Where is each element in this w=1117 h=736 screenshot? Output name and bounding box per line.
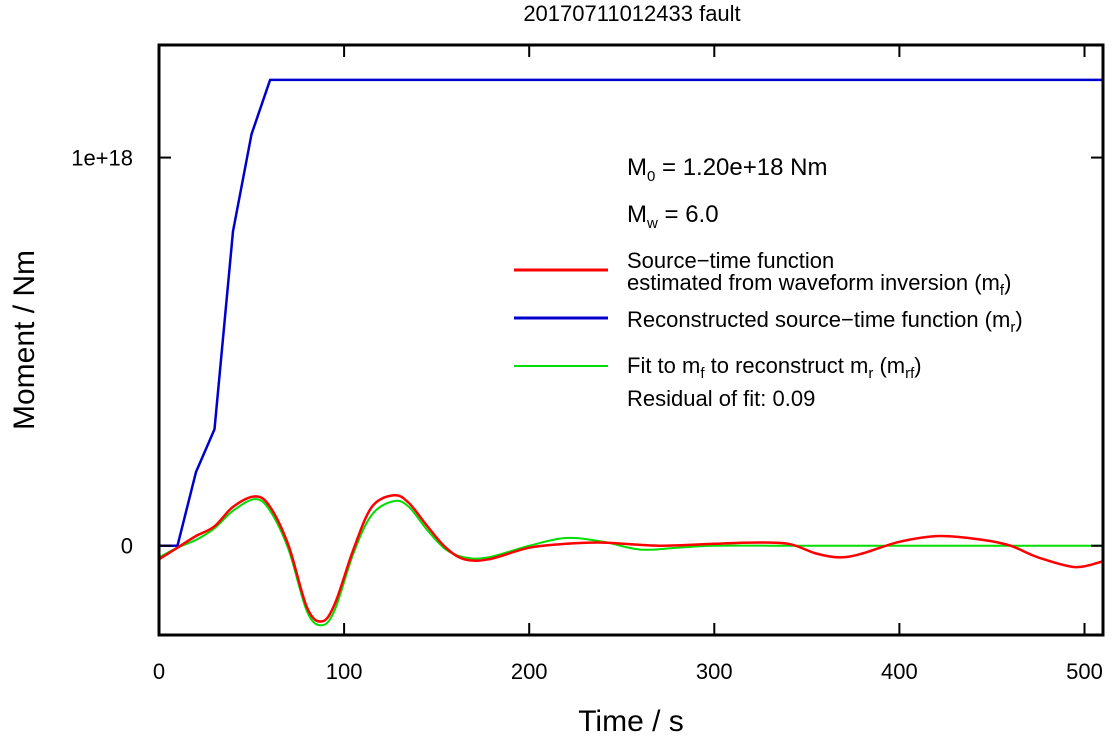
m0-subscript: 0 (647, 168, 655, 185)
mw-value: = 6.0 (658, 201, 719, 228)
legend-label-mr: Reconstructed source−time function (mr) (627, 307, 1023, 336)
legend-label-mf-line1: Source−time function (627, 248, 834, 273)
mw-annotation: Mw = 6.0 (627, 201, 719, 232)
ticks-layer: 0 100 200 300 400 500 0 1e+18 (71, 45, 1103, 684)
x-tick-label: 500 (1066, 659, 1103, 684)
x-tick-label: 0 (153, 659, 165, 684)
x-tick-label: 200 (511, 659, 548, 684)
legend-label-mrf: Fit to mf to reconstruct mr (mrf) (627, 353, 922, 382)
chart-title: 20170711012433 fault (523, 1, 740, 26)
series-layer (158, 78, 1104, 627)
x-tick-label: 400 (881, 659, 918, 684)
mw-symbol: M (627, 201, 647, 228)
x-axis-title: Time / s (578, 705, 684, 736)
series-line-mrf (158, 498, 1103, 627)
y-tick-label: 0 (121, 534, 133, 559)
x-tick-label: 100 (326, 659, 363, 684)
series-line-mf (158, 493, 1104, 623)
series-line-mr (159, 78, 1103, 547)
m0-symbol: M (627, 154, 647, 181)
residual-annotation: Residual of fit: 0.09 (627, 386, 815, 411)
m0-value: = 1.20e+18 Nm (655, 154, 827, 181)
y-tick-label: 1e+18 (71, 146, 133, 171)
legend-label-mf-line2: estimated from waveform inversion (mf) (627, 270, 1011, 299)
x-tick-label: 300 (696, 659, 733, 684)
m0-annotation: M0 = 1.20e+18 Nm (627, 154, 827, 185)
mw-subscript: w (646, 215, 658, 232)
y-axis-title: Moment / Nm (8, 250, 41, 430)
legend: Source−time function estimated from wave… (514, 248, 1023, 411)
plot-frame (157, 43, 1105, 637)
